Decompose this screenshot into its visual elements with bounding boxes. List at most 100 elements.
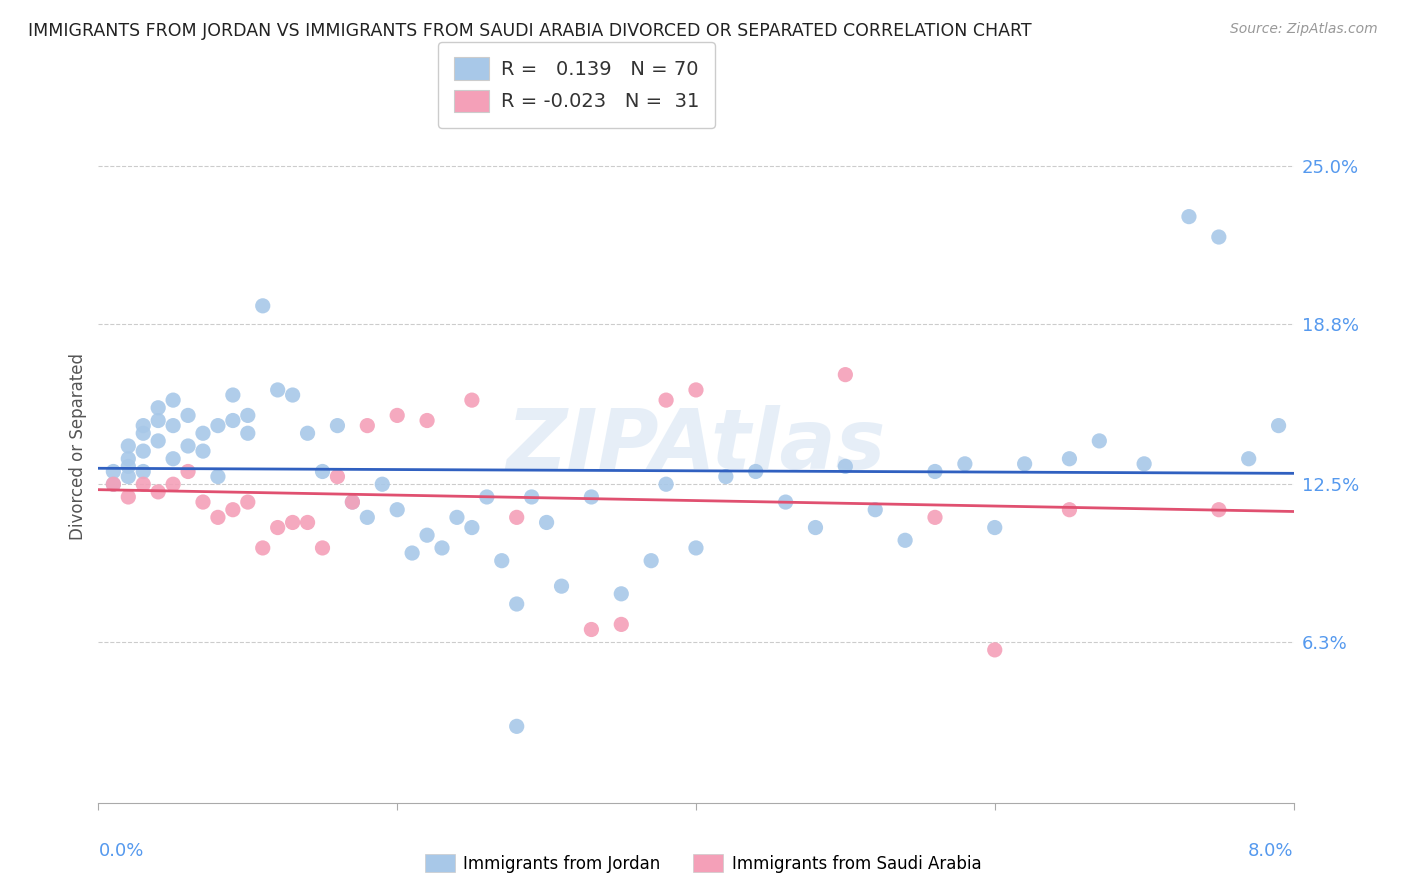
Point xyxy=(236,426,259,441)
Point xyxy=(117,451,139,466)
Point xyxy=(252,541,274,555)
Point xyxy=(1133,457,1156,471)
Point xyxy=(326,418,349,433)
Point xyxy=(685,541,707,555)
Point xyxy=(714,469,737,483)
Point xyxy=(103,477,125,491)
Text: IMMIGRANTS FROM JORDAN VS IMMIGRANTS FROM SAUDI ARABIA DIVORCED OR SEPARATED COR: IMMIGRANTS FROM JORDAN VS IMMIGRANTS FRO… xyxy=(28,22,1032,40)
Point xyxy=(984,520,1007,534)
Point xyxy=(222,413,245,427)
Point xyxy=(162,393,184,408)
Point xyxy=(236,409,259,423)
Point xyxy=(207,418,229,433)
Point xyxy=(177,439,200,453)
Text: ZIPAtlas: ZIPAtlas xyxy=(506,406,886,486)
Point xyxy=(446,510,468,524)
Point xyxy=(745,465,768,479)
Point xyxy=(191,444,214,458)
Point xyxy=(207,469,229,483)
Point xyxy=(177,465,200,479)
Point xyxy=(1178,210,1201,224)
Point xyxy=(267,383,290,397)
Point xyxy=(1208,502,1230,516)
Point xyxy=(177,409,200,423)
Point xyxy=(132,418,155,433)
Point xyxy=(401,546,423,560)
Point xyxy=(117,490,139,504)
Point xyxy=(461,393,484,408)
Point xyxy=(297,426,319,441)
Point xyxy=(1267,418,1289,433)
Point xyxy=(416,528,439,542)
Point xyxy=(610,617,633,632)
Point xyxy=(685,383,707,397)
Point xyxy=(461,520,484,534)
Point xyxy=(430,541,453,555)
Point xyxy=(117,459,139,474)
Point xyxy=(191,426,214,441)
Point xyxy=(148,484,170,499)
Point xyxy=(581,623,603,637)
Point xyxy=(1208,230,1230,244)
Point xyxy=(148,434,170,448)
Point xyxy=(207,510,229,524)
Point xyxy=(236,495,259,509)
Point xyxy=(775,495,797,509)
Point xyxy=(326,469,349,483)
Point xyxy=(191,495,214,509)
Point xyxy=(924,510,946,524)
Point xyxy=(222,388,245,402)
Point xyxy=(162,477,184,491)
Point xyxy=(311,541,333,555)
Point xyxy=(506,510,529,524)
Point xyxy=(117,469,139,483)
Point xyxy=(252,299,274,313)
Legend: R =   0.139   N = 70, R = -0.023   N =  31: R = 0.139 N = 70, R = -0.023 N = 31 xyxy=(439,42,714,128)
Point xyxy=(297,516,319,530)
Point xyxy=(342,495,364,509)
Point xyxy=(162,418,184,433)
Point xyxy=(924,465,946,479)
Point xyxy=(132,426,155,441)
Point xyxy=(506,719,529,733)
Point xyxy=(148,413,170,427)
Point xyxy=(356,418,378,433)
Point xyxy=(117,439,139,453)
Point xyxy=(865,502,887,516)
Point xyxy=(491,554,513,568)
Point xyxy=(1088,434,1111,448)
Point xyxy=(311,465,333,479)
Point xyxy=(132,477,155,491)
Point xyxy=(894,533,917,548)
Point xyxy=(475,490,498,504)
Point xyxy=(1237,451,1260,466)
Point xyxy=(550,579,572,593)
Point xyxy=(132,444,155,458)
Point xyxy=(371,477,394,491)
Point xyxy=(281,388,304,402)
Point xyxy=(640,554,662,568)
Text: 8.0%: 8.0% xyxy=(1249,842,1294,860)
Point xyxy=(581,490,603,504)
Text: Source: ZipAtlas.com: Source: ZipAtlas.com xyxy=(1230,22,1378,37)
Point xyxy=(953,457,976,471)
Point xyxy=(804,520,827,534)
Point xyxy=(132,465,155,479)
Legend: Immigrants from Jordan, Immigrants from Saudi Arabia: Immigrants from Jordan, Immigrants from … xyxy=(418,847,988,880)
Point xyxy=(655,393,678,408)
Point xyxy=(385,409,409,423)
Point xyxy=(536,516,558,530)
Text: 0.0%: 0.0% xyxy=(98,842,143,860)
Point xyxy=(103,477,125,491)
Point xyxy=(655,477,678,491)
Point xyxy=(984,643,1007,657)
Point xyxy=(610,587,633,601)
Point xyxy=(342,495,364,509)
Point xyxy=(834,368,856,382)
Point xyxy=(222,502,245,516)
Point xyxy=(281,516,304,530)
Point xyxy=(1014,457,1036,471)
Point xyxy=(356,510,378,524)
Point xyxy=(506,597,529,611)
Point xyxy=(1059,502,1081,516)
